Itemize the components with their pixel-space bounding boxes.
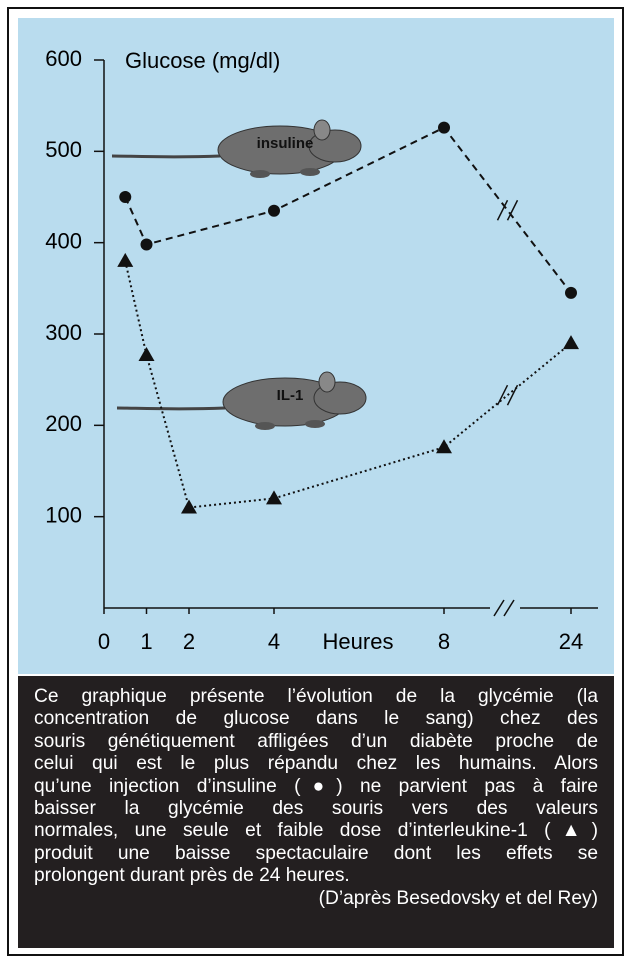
page: Glucose (mg/dl) Heures 100 200 300 400 500 60… — [0, 0, 631, 962]
source: (D’après Besedovsky et del Rey) — [34, 888, 598, 910]
x-tick-label: 8 — [438, 629, 450, 654]
legend-label: insuline — [257, 135, 314, 152]
y-tick-label: 200 — [45, 411, 82, 436]
circle-marker — [119, 191, 131, 203]
y-tick-label: 400 — [45, 228, 82, 253]
caption-line: concentration de glucose dans le sang) c… — [34, 708, 598, 730]
x-tick-label: 0 — [98, 629, 110, 654]
caption-line: qu’une injection d’insuline (●) ne parvi… — [34, 776, 598, 798]
mouse-ear — [314, 120, 330, 140]
mouse-leg — [305, 420, 325, 428]
caption-line: souris génétiquement affligées d’un diab… — [34, 731, 598, 753]
caption-line: prolongent durant près de 24 heures. — [34, 865, 598, 887]
circle-marker — [268, 205, 280, 217]
y-tick-label: 600 — [45, 46, 82, 71]
x-tick-label: 24 — [559, 629, 583, 654]
x-axis-label: Heures — [323, 629, 394, 654]
mouse-tail — [117, 408, 225, 409]
circle-marker — [565, 287, 577, 299]
plot-background — [18, 18, 614, 674]
x-tick-label: 1 — [140, 629, 152, 654]
caption-line: normales, une seule et faible dose d’int… — [34, 820, 598, 842]
mouse-leg — [255, 422, 275, 430]
caption-line: baisser la glycémie des souris vers des … — [34, 798, 598, 820]
mouse-leg — [250, 170, 270, 178]
legend-label: IL-1 — [277, 387, 304, 404]
caption: Ce graphique présente l’évolution de la … — [18, 676, 614, 948]
caption-line: celui qui est le plus répandu chez les h… — [34, 753, 598, 775]
y-tick-label: 500 — [45, 137, 82, 162]
y-tick-label: 300 — [45, 320, 82, 345]
circle-marker — [141, 238, 153, 250]
mouse-ear — [319, 372, 335, 392]
mouse-tail — [112, 156, 220, 157]
y-tick-label: 100 — [45, 502, 82, 527]
y-axis-label: Glucose (mg/dl) — [125, 48, 280, 73]
caption-line: Ce graphique présente l’évolution de la … — [34, 686, 598, 708]
circle-marker — [438, 122, 450, 134]
x-tick-label: 2 — [183, 629, 195, 654]
mouse-leg — [300, 168, 320, 176]
caption-line: produit une baisse spectaculaire dont le… — [34, 843, 598, 865]
x-tick-label: 4 — [268, 629, 280, 654]
